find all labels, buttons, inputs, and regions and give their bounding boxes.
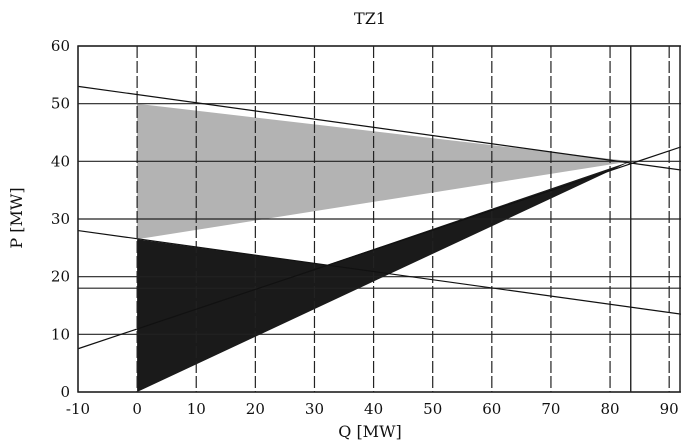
y-axis-label: P [MW] — [7, 187, 26, 248]
x-tick-label: 50 — [423, 400, 442, 418]
y-tick-label: 0 — [60, 383, 70, 401]
chart-title: TZ1 — [354, 9, 386, 28]
x-tick-label: 30 — [305, 400, 324, 418]
boundary-line — [77, 85, 681, 171]
y-tick-label: 10 — [51, 325, 70, 343]
x-tick-label: 0 — [132, 400, 142, 418]
x-tick-label: 70 — [541, 400, 560, 418]
region-light-gray — [137, 103, 631, 240]
boundary-line — [77, 146, 681, 350]
x-tick-label: 40 — [364, 400, 383, 418]
y-tick-label: 40 — [51, 152, 70, 170]
x-tick-label: 80 — [601, 400, 620, 418]
x-axis-label: Q [MW] — [338, 422, 402, 441]
boundary-line — [77, 229, 681, 315]
x-tick-label: 20 — [246, 400, 265, 418]
y-tick-label: 20 — [51, 268, 70, 286]
y-tick-label: 60 — [51, 37, 70, 55]
plot-frame — [77, 45, 681, 393]
x-tick-label: -10 — [66, 400, 90, 418]
x-tick-label: 90 — [660, 400, 679, 418]
y-tick-label: 30 — [51, 210, 70, 228]
x-tick-label: 60 — [482, 400, 501, 418]
y-tick-label: 50 — [51, 95, 70, 113]
x-tick-label: 10 — [187, 400, 206, 418]
